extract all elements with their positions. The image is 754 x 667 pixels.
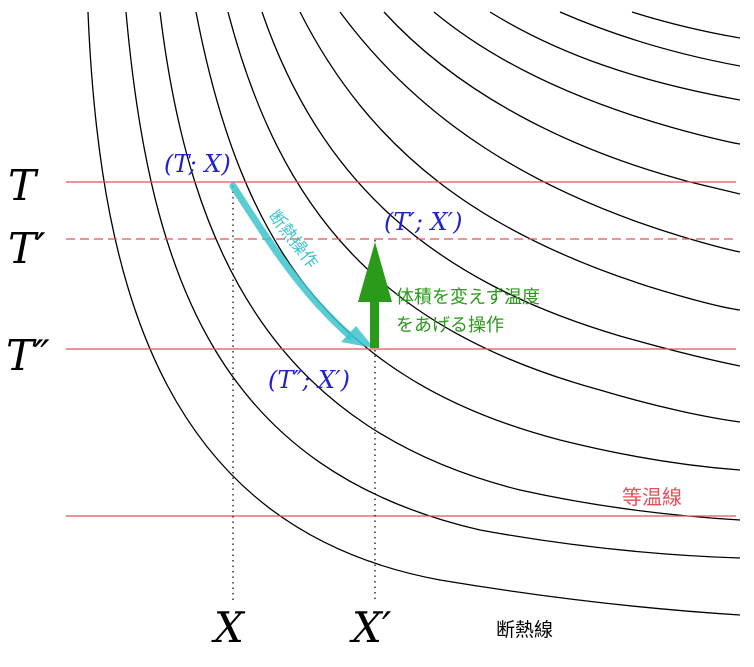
adiabat-curve-4 (195, 11, 740, 471)
isotherm-legend: 等温線 (622, 485, 682, 509)
point-label-start: (T; X) (164, 150, 231, 178)
heating-label-line2: をあげる操作 (396, 315, 504, 336)
adiabat-curve-5 (227, 11, 740, 423)
adiabat-curve-7 (299, 11, 740, 311)
adiabatic-process-label: 断熱操作 (264, 207, 322, 273)
point-label-final: (T′; X′) (384, 208, 462, 236)
adiabatic-process-arrow (229, 182, 374, 348)
adiabat-curve-13 (631, 11, 740, 39)
adiabat-curve-9 (383, 11, 740, 195)
adiabat-curve-6 (261, 11, 740, 367)
adiabat-curve-12 (559, 11, 740, 67)
label-t: T (8, 161, 39, 210)
heating-arrow (358, 242, 392, 348)
adiabat-curve-2 (125, 11, 740, 559)
label-t-prime: T′ (8, 224, 46, 273)
heating-label-line1: 体積を変えず温度 (396, 287, 540, 308)
label-x-prime: X′ (349, 603, 392, 652)
adiabat-curves (87, 11, 740, 616)
adiabat-curve-8 (339, 11, 740, 253)
label-x: X (211, 603, 246, 652)
point-label-end-adiabatic: (T″; X′) (268, 366, 350, 394)
isotherm-lines (66, 181, 736, 517)
adiabat-legend: 断熱線 (496, 619, 553, 641)
label-t-double-prime: T″ (6, 331, 50, 380)
adiabat-curve-10 (433, 11, 740, 145)
adiabat-curve-3 (159, 11, 740, 521)
adiabat-curve-11 (489, 11, 740, 101)
adiabat-curve-1 (87, 11, 740, 616)
